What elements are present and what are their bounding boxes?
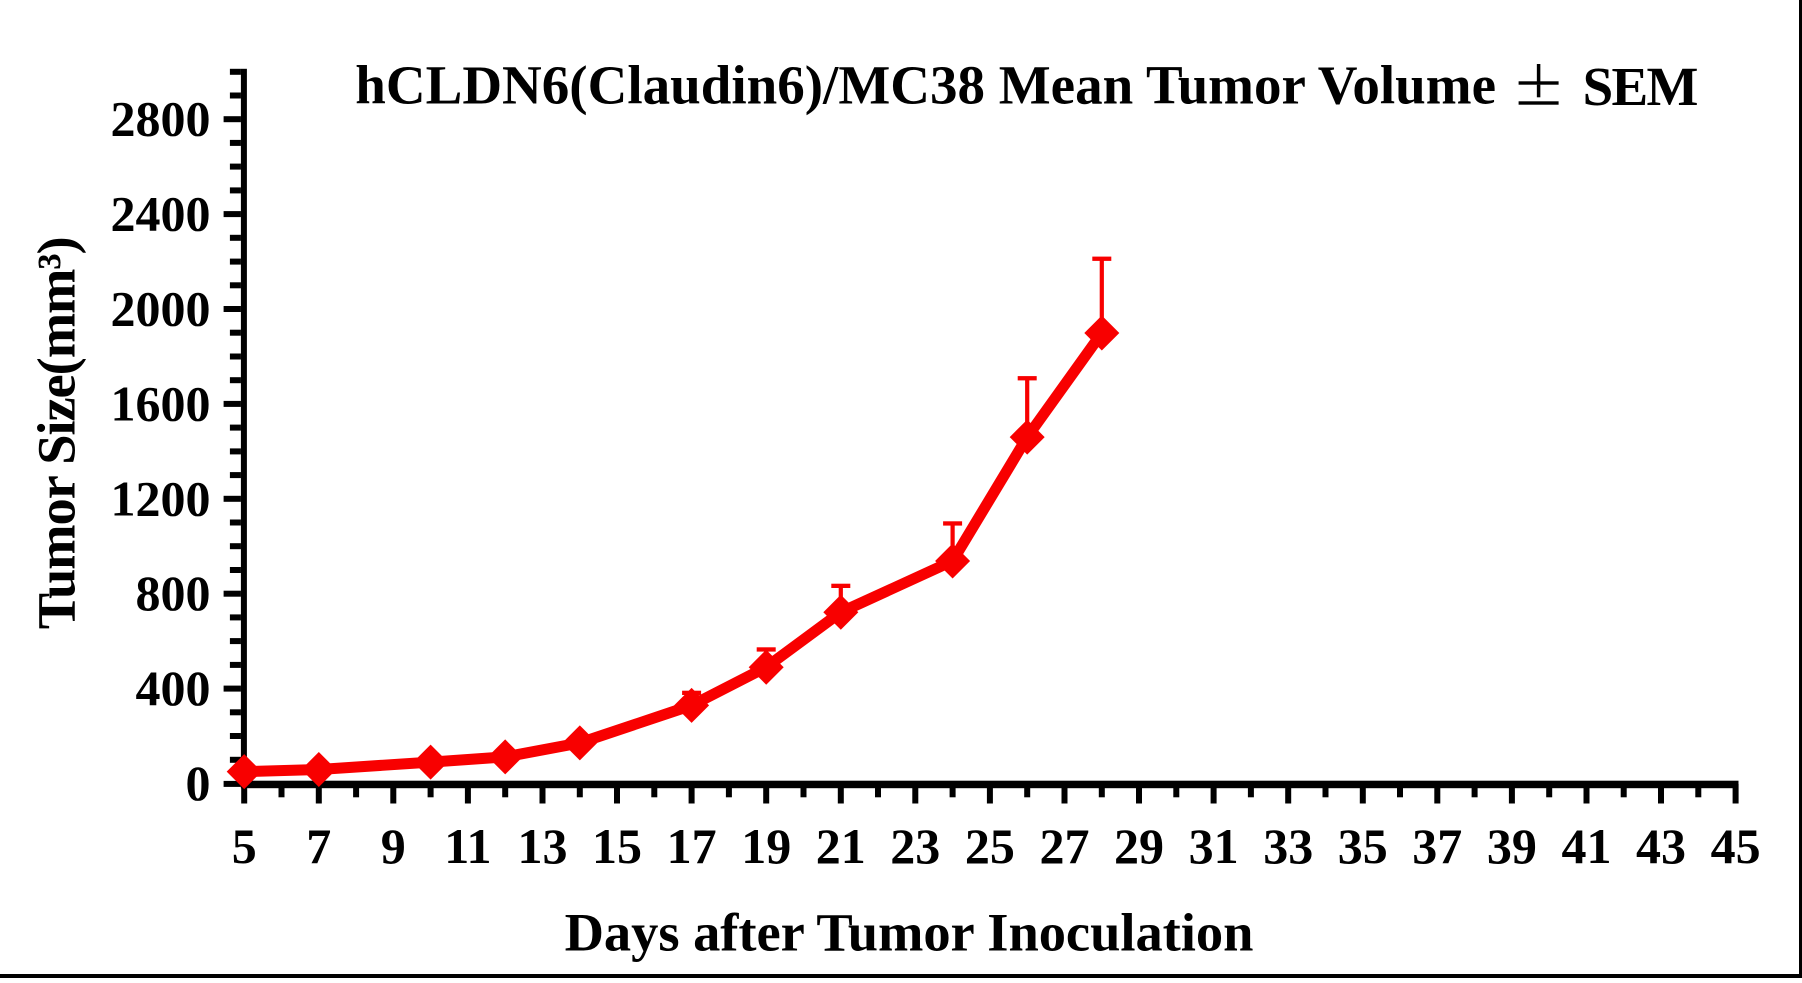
svg-text:13: 13: [518, 818, 568, 874]
svg-text:15: 15: [592, 818, 642, 874]
svg-text:1600: 1600: [111, 375, 211, 431]
svg-text:0: 0: [186, 755, 211, 811]
svg-text:Days after Tumor Inoculation: Days after Tumor Inoculation: [565, 901, 1254, 962]
svg-text:800: 800: [136, 565, 211, 621]
svg-text:27: 27: [1040, 818, 1090, 874]
svg-text:11: 11: [444, 818, 491, 874]
svg-text:45: 45: [1711, 818, 1761, 874]
svg-text:2400: 2400: [111, 186, 211, 242]
svg-text:400: 400: [136, 660, 211, 716]
svg-text:41: 41: [1562, 818, 1612, 874]
svg-text:7: 7: [306, 818, 331, 874]
svg-text:31: 31: [1189, 818, 1239, 874]
svg-text:9: 9: [381, 818, 406, 874]
svg-text:19: 19: [741, 818, 791, 874]
svg-text:21: 21: [816, 818, 866, 874]
svg-text:33: 33: [1263, 818, 1313, 874]
svg-text:17: 17: [667, 818, 717, 874]
svg-text:SEM: SEM: [1583, 56, 1699, 117]
svg-text:39: 39: [1487, 818, 1537, 874]
svg-text:43: 43: [1636, 818, 1686, 874]
svg-text:hCLDN6(Claudin6)/MC38 Mean Tum: hCLDN6(Claudin6)/MC38 Mean Tumor Volume: [355, 55, 1496, 116]
svg-text:37: 37: [1412, 818, 1462, 874]
svg-text:5: 5: [232, 818, 257, 874]
svg-text:Tumor Size(mm³): Tumor Size(mm³): [26, 236, 87, 629]
svg-text:35: 35: [1338, 818, 1388, 874]
svg-text:1200: 1200: [111, 470, 211, 526]
svg-text:2800: 2800: [111, 91, 211, 147]
svg-text:25: 25: [965, 818, 1015, 874]
svg-text:2000: 2000: [111, 281, 211, 337]
svg-text:23: 23: [890, 818, 940, 874]
svg-text:29: 29: [1114, 818, 1164, 874]
